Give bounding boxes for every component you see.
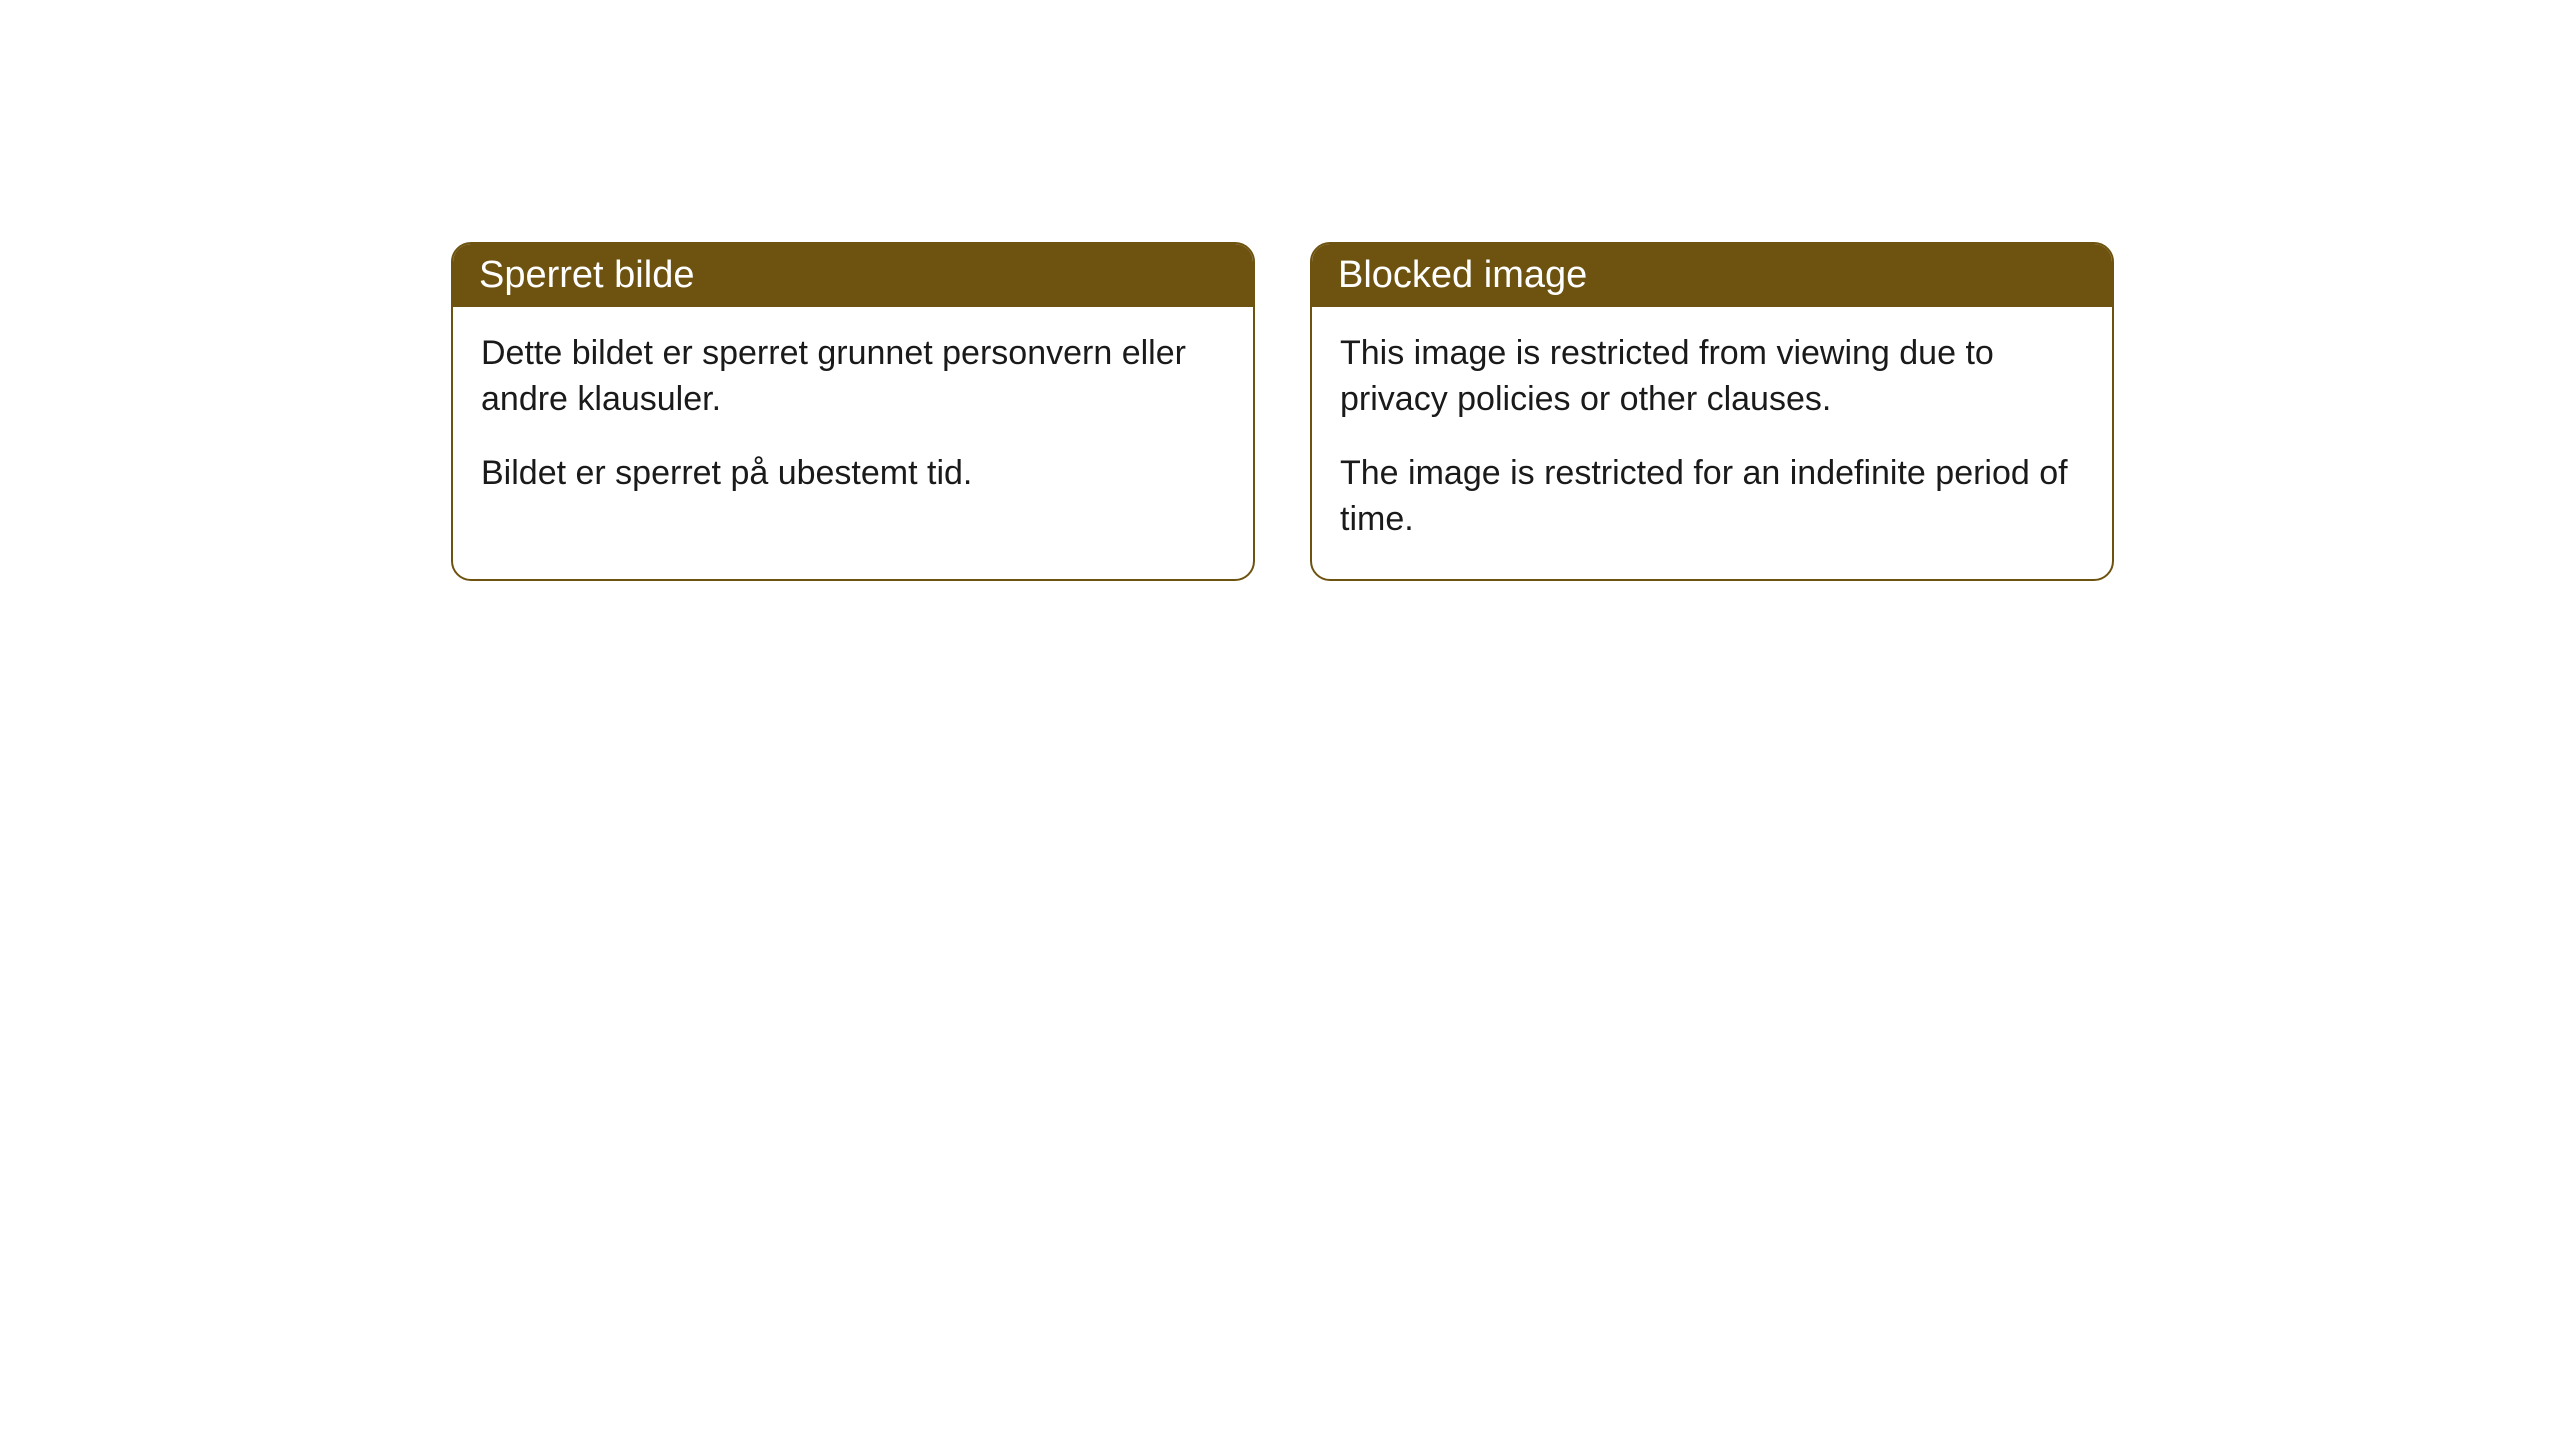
card-body: This image is restricted from viewing du… <box>1312 307 2112 579</box>
cards-container: Sperret bilde Dette bildet er sperret gr… <box>451 242 2114 581</box>
card-paragraph-1: Dette bildet er sperret grunnet personve… <box>481 331 1225 423</box>
card-title: Blocked image <box>1338 254 1587 296</box>
card-paragraph-2: Bildet er sperret på ubestemt tid. <box>481 451 1225 497</box>
blocked-image-card-english: Blocked image This image is restricted f… <box>1310 242 2114 581</box>
card-paragraph-1: This image is restricted from viewing du… <box>1340 331 2084 423</box>
card-body: Dette bildet er sperret grunnet personve… <box>453 307 1253 533</box>
card-paragraph-2: The image is restricted for an indefinit… <box>1340 451 2084 543</box>
card-title: Sperret bilde <box>479 254 694 296</box>
blocked-image-card-norwegian: Sperret bilde Dette bildet er sperret gr… <box>451 242 1255 581</box>
card-header: Blocked image <box>1312 244 2112 307</box>
card-header: Sperret bilde <box>453 244 1253 307</box>
